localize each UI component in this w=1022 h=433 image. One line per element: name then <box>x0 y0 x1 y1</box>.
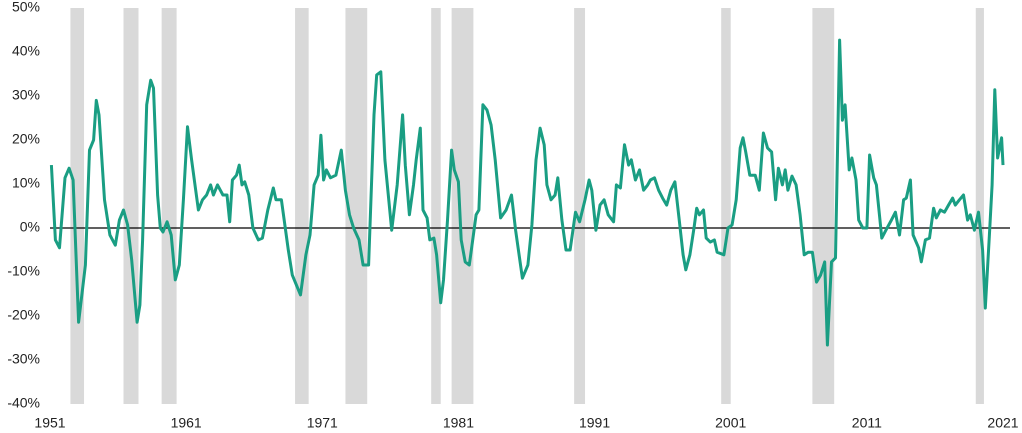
x-tick-label: 2011 <box>852 415 882 431</box>
recession-band <box>574 8 586 404</box>
y-tick-label: -30% <box>7 351 40 367</box>
recession-band <box>721 8 731 404</box>
recession-band <box>161 8 177 404</box>
y-tick-label: 0% <box>20 219 40 235</box>
recession-band <box>345 8 368 404</box>
data-line <box>49 38 1005 347</box>
y-tick-label: -10% <box>7 263 40 279</box>
x-tick-label: 1991 <box>579 415 610 431</box>
recession-band <box>431 8 441 404</box>
recession-band <box>451 8 474 404</box>
x-tick-label: 2021 <box>987 415 1018 431</box>
y-tick-label: 10% <box>12 175 40 191</box>
y-tick-label: 20% <box>12 131 40 147</box>
recession-band <box>975 8 984 404</box>
recession-band <box>70 8 85 404</box>
x-tick-label: 1981 <box>443 415 474 431</box>
y-tick-label: 50% <box>12 0 40 15</box>
recession-band <box>123 8 139 404</box>
x-tick-label: 1951 <box>34 415 65 431</box>
y-tick-label: -40% <box>7 395 40 411</box>
y-tick-label: 30% <box>12 87 40 103</box>
y-tick-label: -20% <box>7 307 40 323</box>
recession-band <box>812 8 835 404</box>
x-tick-label: 2001 <box>715 415 746 431</box>
y-tick-label: 40% <box>12 43 40 59</box>
recession-band <box>295 8 309 404</box>
x-tick-label: 1961 <box>171 415 202 431</box>
x-tick-label: 1971 <box>307 415 338 431</box>
